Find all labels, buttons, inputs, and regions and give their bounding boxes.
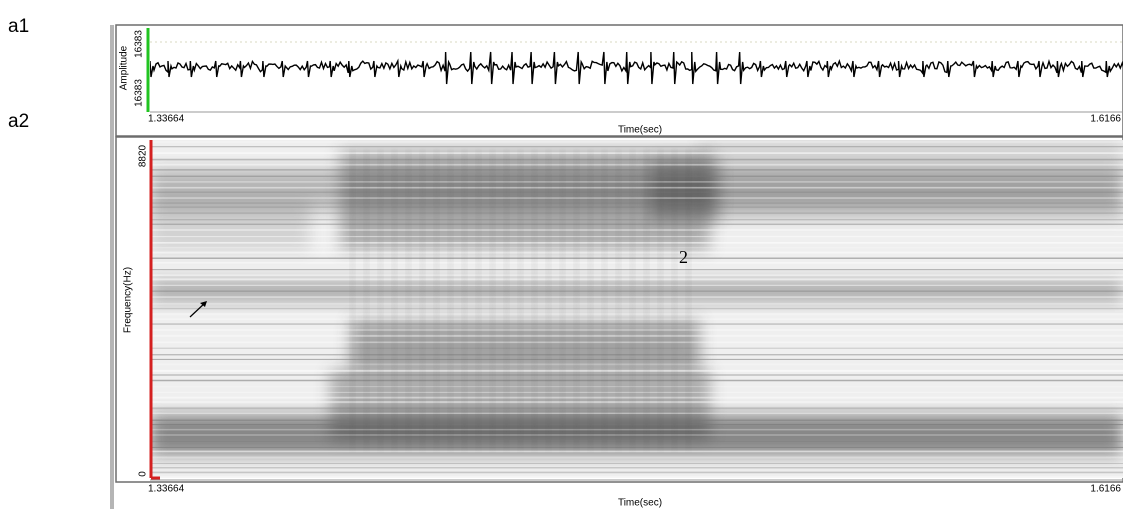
energy-region [151,415,1123,455]
y-axis-label: Amplitude [119,45,130,90]
vertical-striation [364,150,369,450]
vertical-striation [532,150,537,450]
arrow-head [200,301,207,307]
energy-region [151,200,310,250]
vertical-striation [560,150,565,450]
x-tick-label: 1.6166 [1090,114,1121,125]
vertical-striation [434,150,439,450]
energy-region [700,140,1123,220]
vertical-striation [672,150,677,450]
vertical-striation [518,150,523,450]
panel-label: a1 [8,16,29,37]
x-tick-label: 1.33664 [148,484,185,495]
vertical-striation [686,150,691,450]
vertical-striation [448,150,453,450]
x-axis-label: Time(sec) [618,498,662,509]
vertical-striation [462,150,467,450]
waveform [150,51,1123,85]
vertical-striation [574,150,579,450]
y-tick-label: 8820 [138,144,149,167]
vertical-striation [420,150,425,450]
vertical-striation [476,150,481,450]
waveform-panel [115,24,1123,137]
y-tick-label: 0 [138,471,149,477]
vertical-striation [490,150,495,450]
panel-label: a2 [8,111,29,132]
vertical-striation [658,150,663,450]
vertical-striation [546,150,551,450]
vertical-striation [378,150,383,450]
vertical-striation [602,150,607,450]
vertical-striation [504,150,509,450]
arrow [189,301,207,318]
vertical-striation [350,150,355,450]
spectrogram [151,140,1123,478]
vertical-striation [392,150,397,450]
vertical-striation [630,150,635,450]
waveform-trace [150,51,1123,85]
frame-edge [110,25,114,509]
vertical-striation [644,150,649,450]
vertical-striation [588,150,593,450]
x-tick-label: 1.6166 [1090,484,1121,495]
y-tick-label: 16383 [134,79,145,107]
x-tick-label: 1.33664 [148,114,185,125]
annotation: 2 [679,247,688,267]
vertical-striation [616,150,621,450]
vertical-striation [406,150,411,450]
y-tick-label: 16383 [134,30,145,58]
y-axis-label: Frequency(Hz) [123,267,134,333]
x-axis-label: Time(sec) [618,125,662,136]
